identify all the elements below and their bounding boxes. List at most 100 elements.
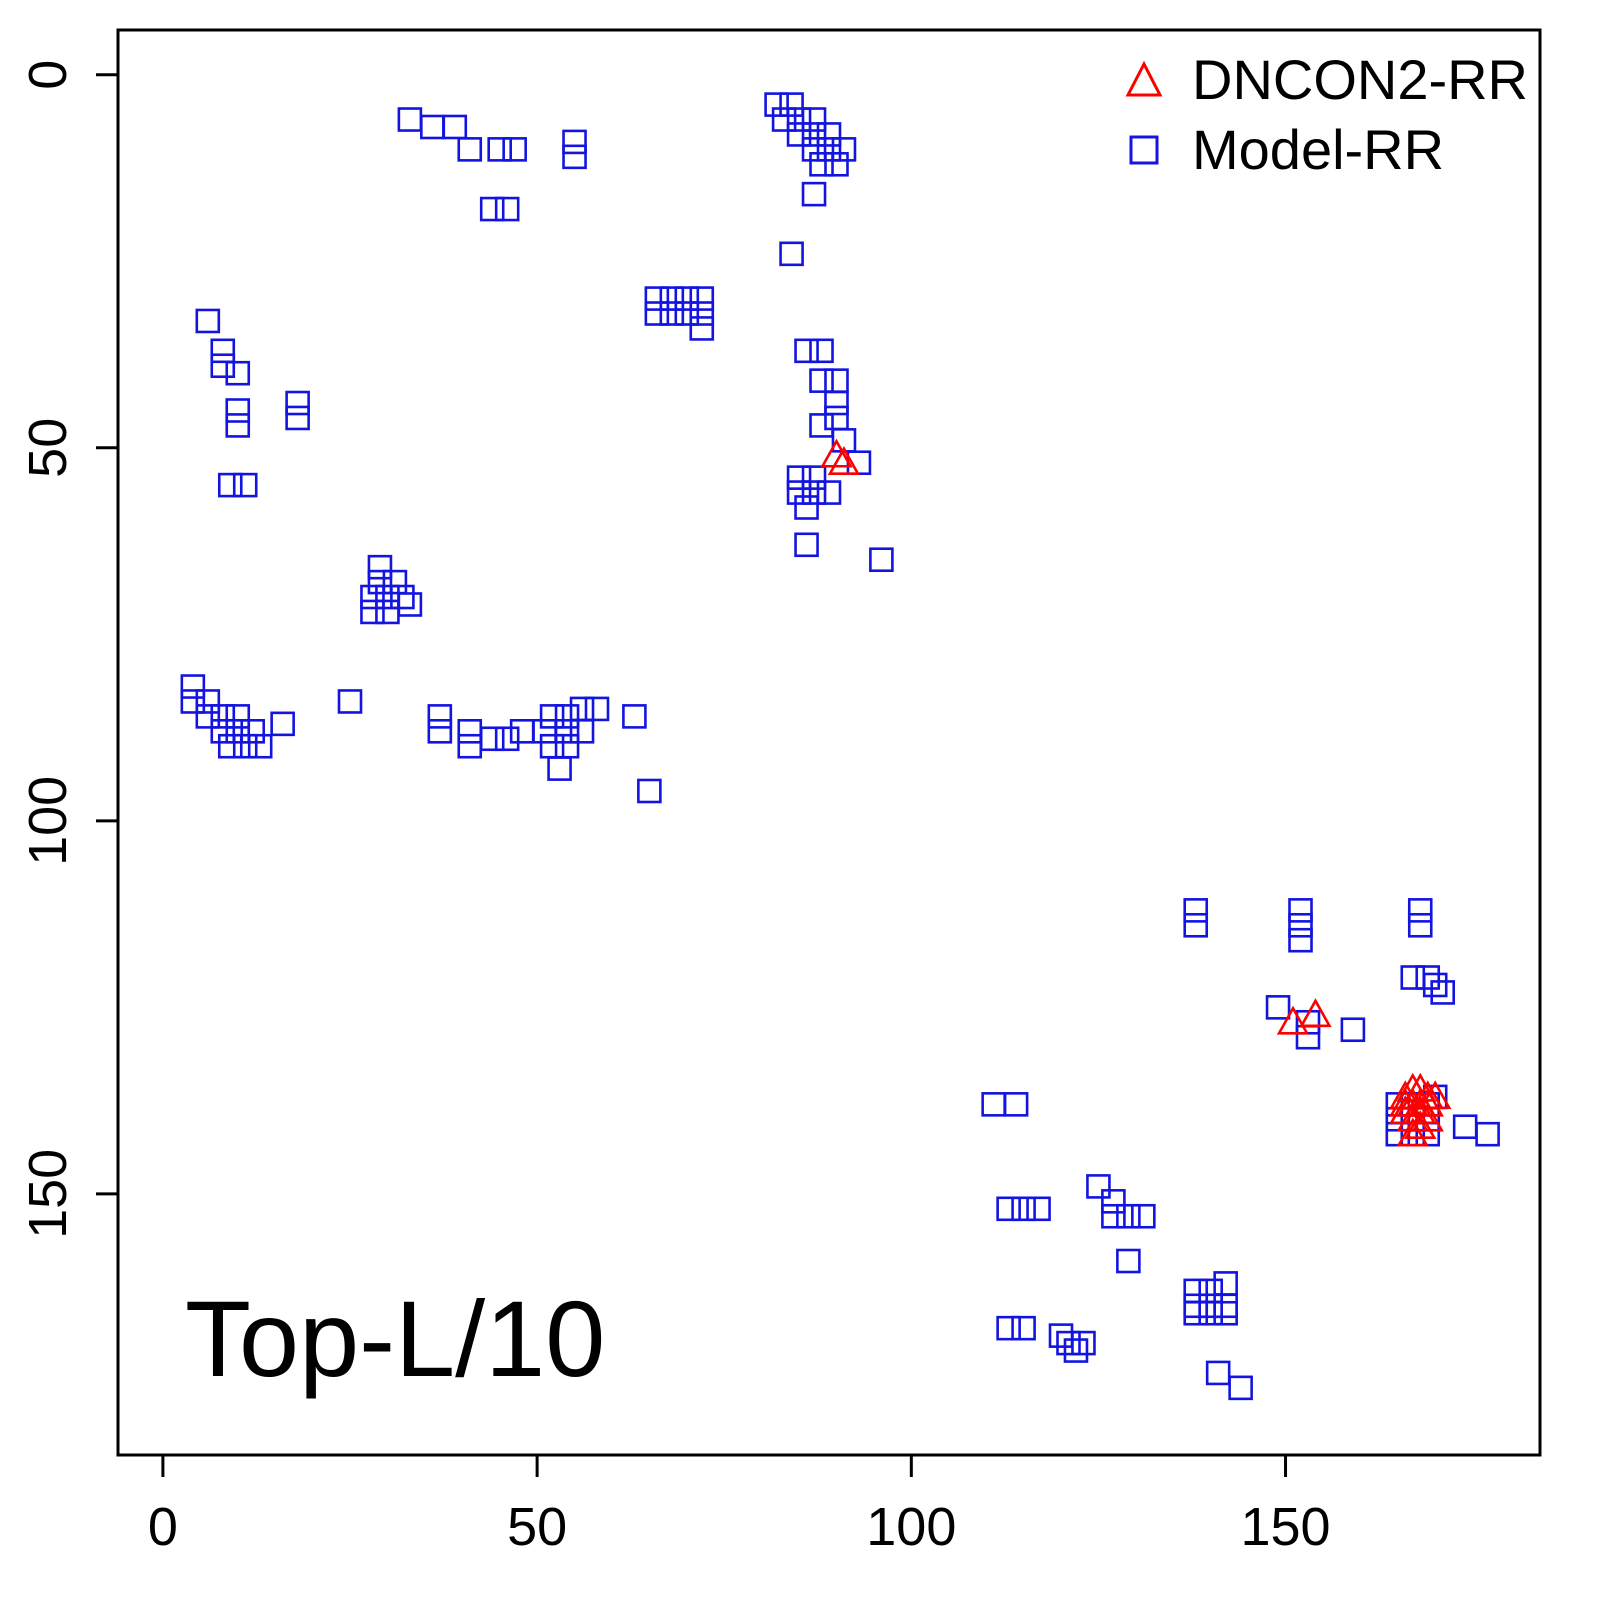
data-point-model-rr bbox=[225, 719, 251, 744]
data-point-dncon2-rr bbox=[1404, 1110, 1437, 1140]
data-point-model-rr bbox=[1452, 1114, 1478, 1140]
data-point-model-rr bbox=[210, 353, 236, 379]
data-point-model-rr bbox=[569, 719, 595, 744]
data-point-model-rr bbox=[554, 733, 580, 759]
data-point-model-rr bbox=[794, 532, 819, 558]
data-point-model-rr bbox=[622, 704, 647, 729]
data-point-model-rr bbox=[375, 599, 400, 625]
data-point-model-rr bbox=[195, 308, 221, 334]
data-point-model-rr bbox=[996, 1315, 1021, 1341]
data-point-model-rr bbox=[494, 726, 520, 752]
data-point-model-rr bbox=[180, 674, 206, 699]
data-point-model-rr bbox=[1011, 1315, 1036, 1341]
data-point-model-rr bbox=[824, 405, 849, 431]
data-point-model-rr bbox=[210, 704, 236, 729]
data-point-dncon2-rr bbox=[1276, 1005, 1310, 1035]
data-point-model-rr bbox=[831, 137, 857, 162]
data-point-model-rr bbox=[457, 719, 483, 744]
data-point-model-rr bbox=[360, 599, 385, 625]
data-point-model-rr bbox=[1003, 1092, 1029, 1117]
x-tick-label: 0 bbox=[148, 1497, 178, 1557]
data-point-model-rr bbox=[1295, 1024, 1321, 1050]
data-point-model-rr bbox=[674, 301, 700, 326]
data-point-model-rr bbox=[1116, 1203, 1141, 1229]
data-point-model-rr bbox=[1056, 1330, 1081, 1356]
data-point-model-rr bbox=[247, 733, 273, 759]
triangle-icon bbox=[1125, 60, 1163, 97]
data-point-dncon2-rr bbox=[820, 438, 853, 468]
data-point-model-rr bbox=[1063, 1338, 1089, 1363]
data-point-model-rr bbox=[502, 137, 527, 162]
data-point-model-rr bbox=[1026, 1196, 1051, 1222]
data-point-model-rr bbox=[637, 778, 662, 804]
data-point-model-rr bbox=[1430, 980, 1456, 1005]
data-point-model-rr bbox=[427, 719, 453, 744]
square-icon bbox=[1129, 135, 1159, 165]
legend-item-model-rr: Model-RR bbox=[1122, 122, 1528, 178]
data-point-model-rr bbox=[457, 733, 483, 759]
data-point-model-rr bbox=[1198, 1300, 1223, 1326]
data-point-model-rr bbox=[644, 286, 670, 311]
data-point-model-rr bbox=[786, 107, 812, 132]
data-point-model-rr bbox=[479, 196, 505, 222]
data-point-model-rr bbox=[427, 704, 453, 729]
data-point-model-rr bbox=[659, 301, 685, 326]
data-point-dncon2-rr bbox=[1396, 1117, 1429, 1147]
data-point-model-rr bbox=[644, 301, 670, 326]
data-point-model-rr bbox=[801, 465, 827, 490]
data-point-model-rr bbox=[1116, 1248, 1141, 1274]
legend: DNCON2-RR Model-RR bbox=[1122, 52, 1528, 178]
data-point-model-rr bbox=[210, 338, 236, 364]
data-point-model-rr bbox=[390, 584, 415, 610]
data-point-model-rr bbox=[584, 696, 610, 722]
data-point-model-rr bbox=[1407, 898, 1433, 923]
data-point-model-rr bbox=[801, 480, 827, 505]
data-point-dncon2-rr bbox=[1411, 1087, 1444, 1117]
data-point-model-rr bbox=[225, 704, 251, 729]
data-point-model-rr bbox=[794, 338, 819, 364]
data-point-model-rr bbox=[479, 726, 505, 752]
x-tick-label: 150 bbox=[1240, 1497, 1330, 1557]
data-point-model-rr bbox=[539, 704, 565, 729]
data-point-model-rr bbox=[1228, 1375, 1253, 1401]
data-point-model-rr bbox=[809, 368, 834, 393]
data-point-model-rr bbox=[1101, 1203, 1126, 1229]
data-point-model-rr bbox=[794, 495, 819, 520]
data-point-model-rr bbox=[195, 704, 221, 729]
x-tick-label: 50 bbox=[507, 1497, 567, 1557]
data-point-model-rr bbox=[981, 1092, 1006, 1117]
y-tick-label: 100 bbox=[18, 776, 78, 866]
legend-label-model-rr: Model-RR bbox=[1192, 118, 1445, 181]
chart-title: Top-L/10 bbox=[185, 1278, 606, 1399]
data-point-model-rr bbox=[494, 196, 520, 222]
data-point-model-rr bbox=[801, 122, 827, 147]
data-point-model-rr bbox=[397, 107, 423, 132]
data-point-model-rr bbox=[210, 719, 236, 744]
data-point-model-rr bbox=[1183, 898, 1209, 923]
data-point-model-rr bbox=[674, 286, 700, 311]
data-point-model-rr bbox=[1198, 1293, 1223, 1319]
data-point-model-rr bbox=[217, 733, 243, 759]
data-point-dncon2-rr bbox=[1299, 998, 1332, 1028]
data-point-model-rr bbox=[1071, 1330, 1096, 1356]
data-point-model-rr bbox=[801, 107, 827, 132]
data-point-model-rr bbox=[337, 689, 363, 714]
legend-item-dncon2-rr: DNCON2-RR bbox=[1122, 52, 1528, 108]
data-point-model-rr bbox=[562, 129, 587, 155]
data-point-model-rr bbox=[442, 114, 468, 140]
data-point-model-rr bbox=[225, 413, 251, 438]
data-point-model-rr bbox=[547, 756, 572, 781]
data-point-model-rr bbox=[764, 92, 789, 117]
data-point-model-rr bbox=[1288, 912, 1313, 938]
data-point-model-rr bbox=[1415, 965, 1441, 990]
data-point-model-rr bbox=[1205, 1360, 1231, 1386]
data-point-model-rr bbox=[1131, 1203, 1156, 1229]
data-point-model-rr bbox=[285, 405, 310, 431]
x-tick-label: 100 bbox=[866, 1497, 956, 1557]
data-point-model-rr bbox=[801, 181, 827, 207]
data-point-model-rr bbox=[1475, 1121, 1500, 1147]
data-point-model-rr bbox=[816, 137, 842, 162]
data-point-model-rr bbox=[217, 472, 243, 498]
data-point-model-rr bbox=[509, 719, 535, 744]
